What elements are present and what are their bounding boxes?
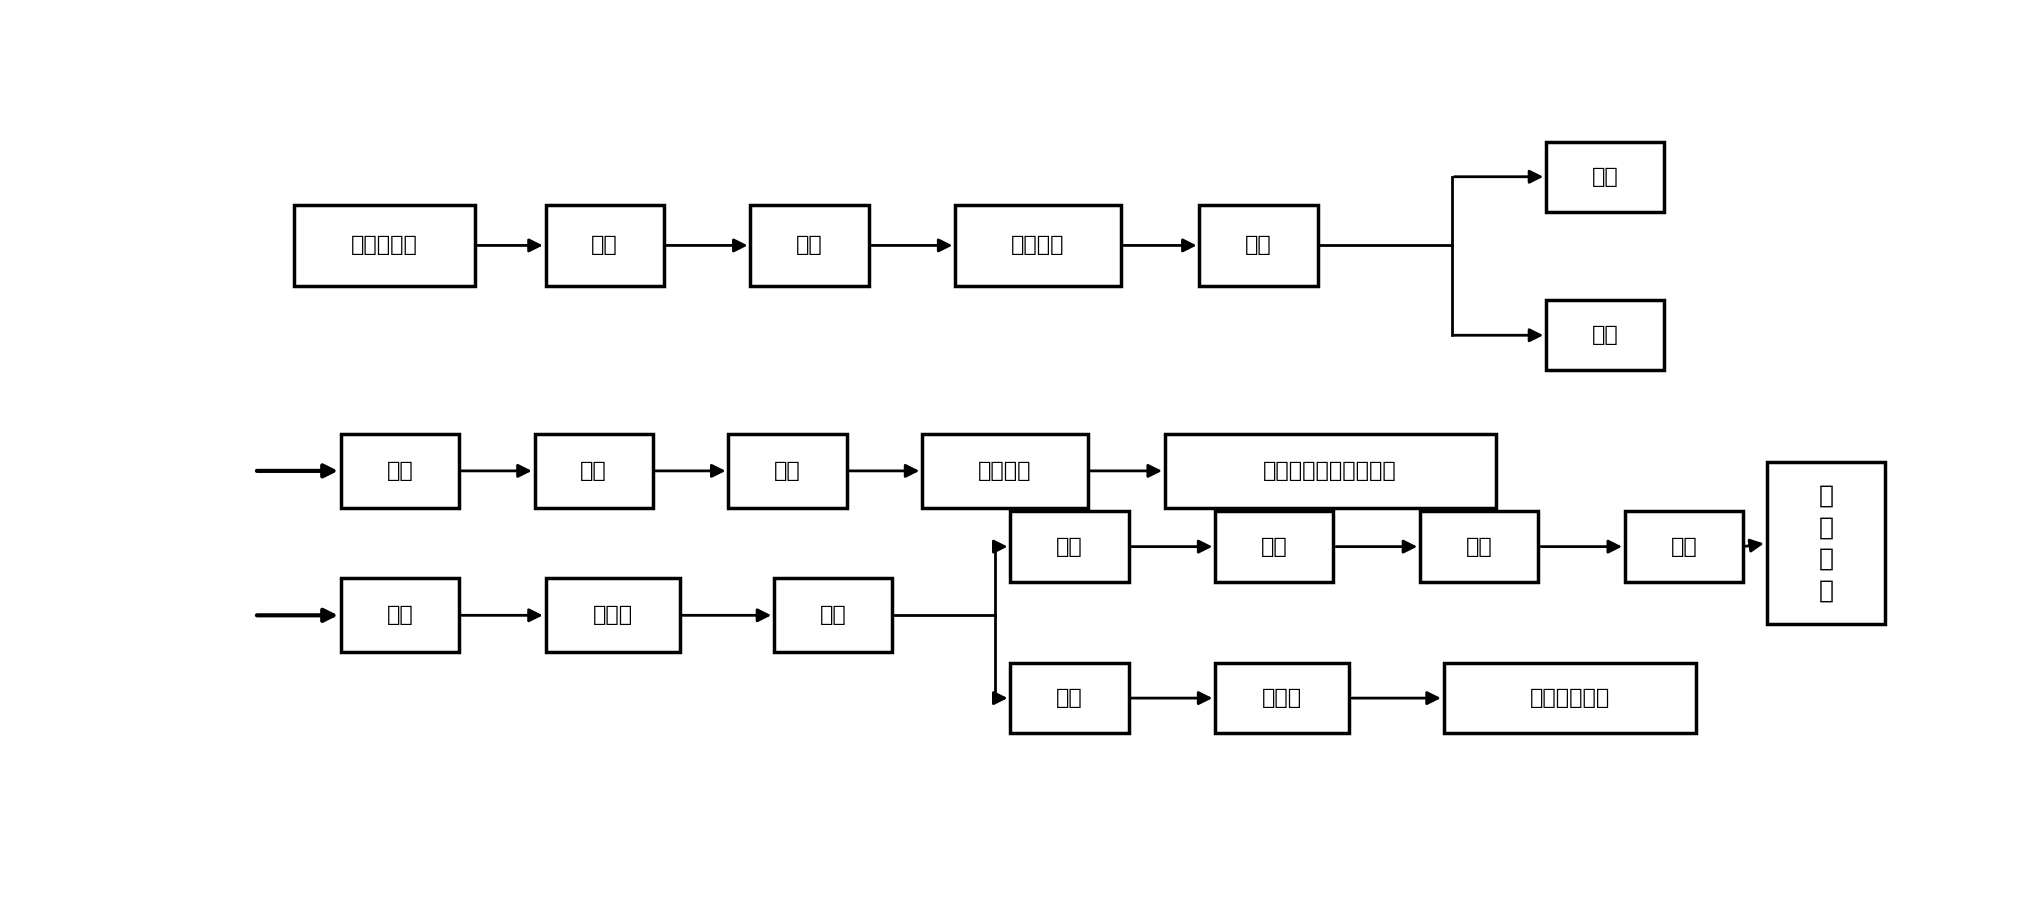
Bar [1010, 662, 1128, 733]
Bar [1624, 511, 1741, 582]
Text: 七水氯化亚铈: 七水氯化亚铈 [1528, 688, 1609, 708]
Bar [1199, 205, 1317, 285]
Text: 滤渣: 滤渣 [1055, 536, 1083, 556]
Text: 钠、镁、钙磷酸盐晶体: 钠、镁、钙磷酸盐晶体 [1262, 461, 1396, 481]
Bar [341, 434, 459, 508]
Bar [545, 205, 664, 285]
Bar [1443, 662, 1695, 733]
Bar [727, 434, 845, 508]
Bar [1164, 434, 1496, 508]
Text: 重结晶: 重结晶 [1262, 688, 1303, 708]
Text: 焙烧: 焙烧 [1670, 536, 1697, 556]
Bar [923, 434, 1087, 508]
Bar [1010, 511, 1128, 582]
Bar [341, 578, 459, 652]
Bar [1215, 662, 1349, 733]
Bar [534, 434, 652, 508]
Text: 分步结晶: 分步结晶 [977, 461, 1030, 481]
Text: 水晶石废料: 水晶石废料 [350, 235, 417, 255]
Bar [774, 578, 892, 652]
Text: 加热: 加热 [386, 461, 412, 481]
Text: 滤液: 滤液 [1591, 167, 1617, 187]
Text: 冷凝: 冷凝 [774, 461, 801, 481]
Text: 烘干: 烘干 [1465, 536, 1491, 556]
Text: 过筛: 过筛 [797, 235, 823, 255]
Bar [1418, 511, 1538, 582]
Bar [750, 205, 868, 285]
Text: 磷酸除杂: 磷酸除杂 [1010, 235, 1065, 255]
Bar [545, 578, 679, 652]
Bar [293, 205, 475, 285]
Text: 研磨: 研磨 [591, 235, 618, 255]
Text: 滤渣: 滤渣 [1591, 325, 1617, 345]
Bar [1546, 142, 1664, 212]
Bar [955, 205, 1120, 285]
Text: 浓盐酸: 浓盐酸 [591, 606, 632, 625]
Text: 二
氧
化
硅: 二 氧 化 硅 [1817, 484, 1833, 602]
Bar [1546, 300, 1664, 371]
Text: 过滤: 过滤 [1244, 235, 1272, 255]
Text: 洗涤: 洗涤 [1260, 536, 1286, 556]
Text: 浓缩: 浓缩 [579, 461, 608, 481]
Text: 洗涤: 洗涤 [386, 606, 412, 625]
Text: 滤液: 滤液 [1055, 688, 1083, 708]
Bar [1766, 462, 1884, 624]
Bar [1215, 511, 1333, 582]
Text: 过滤: 过滤 [819, 606, 845, 625]
